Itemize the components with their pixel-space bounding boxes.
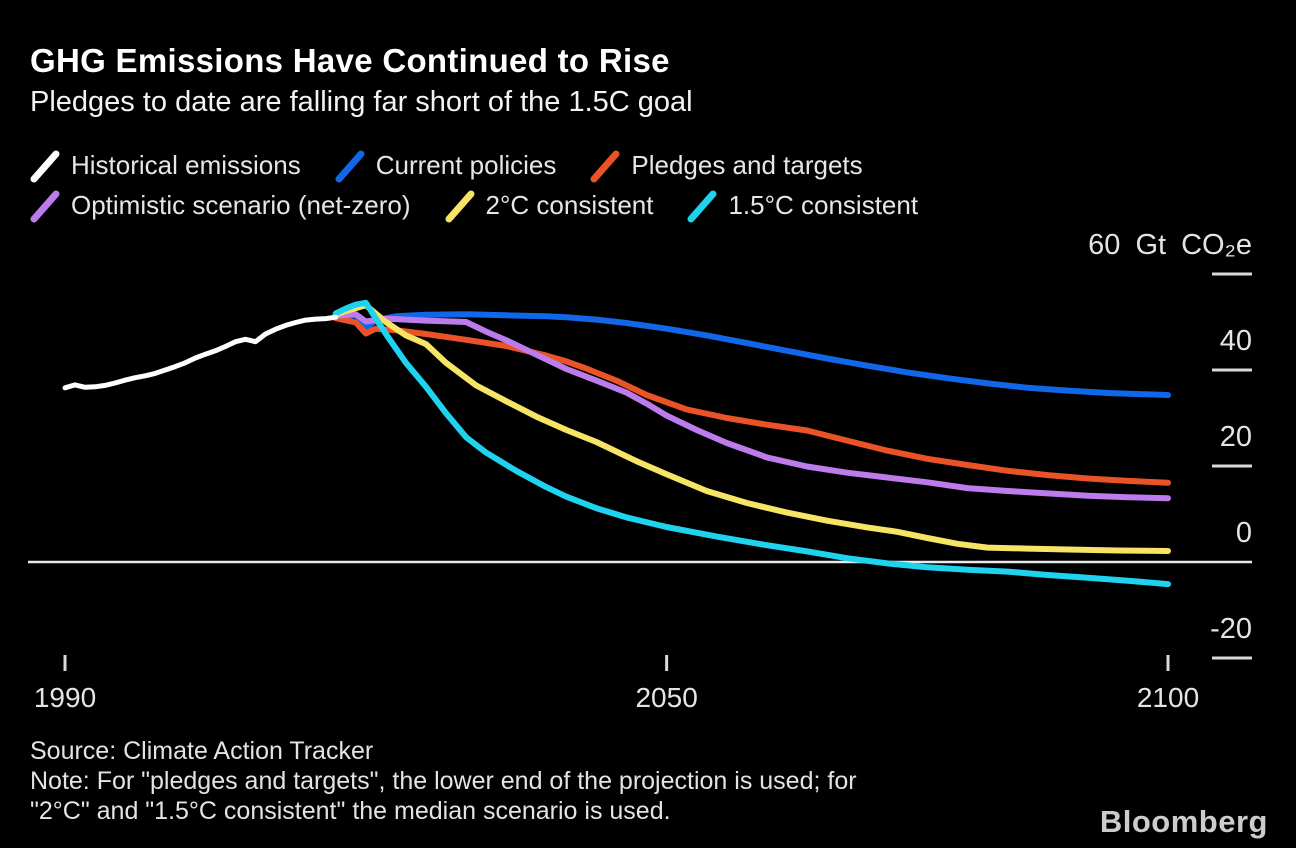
pledges-and-targets-swatch-icon [590, 150, 620, 182]
current-policies-swatch-icon [335, 150, 365, 182]
y-axis-label-0: 0 [1235, 517, 1252, 549]
bloomberg-logo: Bloomberg [1099, 804, 1268, 839]
y-axis-label-20: 20 [1219, 421, 1252, 453]
optimistic-net-zero-swatch-icon [30, 190, 60, 222]
legend-row-2: Optimistic scenario (net-zero) 2°C consis… [30, 187, 918, 224]
legend: Historical emissions Current policies Pled… [30, 147, 918, 224]
line-optimistic-net-zero [332, 311, 1171, 502]
line-two-c-consistent [332, 302, 1171, 554]
legend-item-pledges-and-targets: Pledges and targets [590, 148, 863, 184]
x-axis-label-2050: 2050 [635, 682, 698, 713]
legend-label-two-c-consistent: 2°C consistent [485, 190, 654, 220]
legend-item-two-c-consistent: 2°C consistent [445, 188, 654, 224]
note-line-1: Note: For "pledges and targets", the low… [30, 767, 857, 795]
two-c-consistent-swatch-icon [445, 190, 475, 222]
note-line-2: "2°C" and "1.5°C consistent" the median … [30, 797, 671, 825]
legend-item-optimistic-net-zero: Optimistic scenario (net-zero) [30, 188, 411, 224]
x-axis-label-1990: 1990 [33, 682, 97, 713]
one-five-c-consistent-swatch-icon [687, 190, 717, 222]
page-title: GHG Emissions Have Continued to Rise [30, 42, 670, 79]
y-axis-label-60: 60 Gt CO₂e [1088, 229, 1252, 261]
legend-label-pledges-and-targets: Pledges and targets [631, 150, 863, 180]
line-current-policies [332, 311, 1171, 398]
page-subtitle: Pledges to date are falling far short of… [30, 86, 693, 118]
source-text: Source: Climate Action Tracker [30, 737, 374, 765]
legend-item-current-policies: Current policies [335, 148, 557, 184]
y-axis-label-40: 40 [1219, 325, 1252, 357]
line-historical-emissions [62, 314, 339, 391]
y-axis-label--20: -20 [1210, 613, 1252, 645]
legend-label-current-policies: Current policies [375, 150, 557, 180]
legend-label-one-five-c-consistent: 1.5°C consistent [728, 190, 919, 220]
legend-item-one-five-c-consistent: 1.5°C consistent [687, 188, 918, 224]
legend-row-1: Historical emissions Current policies Pled… [30, 147, 918, 184]
legend-label-optimistic-net-zero: Optimistic scenario (net-zero) [71, 190, 411, 220]
line-one-five-c-consistent [332, 299, 1171, 588]
legend-item-historical-emissions: Historical emissions [30, 148, 301, 184]
legend-label-historical-emissions: Historical emissions [71, 150, 301, 180]
historical-emissions-swatch-icon [30, 150, 60, 182]
x-axis-label-2100: 2100 [1136, 682, 1200, 713]
